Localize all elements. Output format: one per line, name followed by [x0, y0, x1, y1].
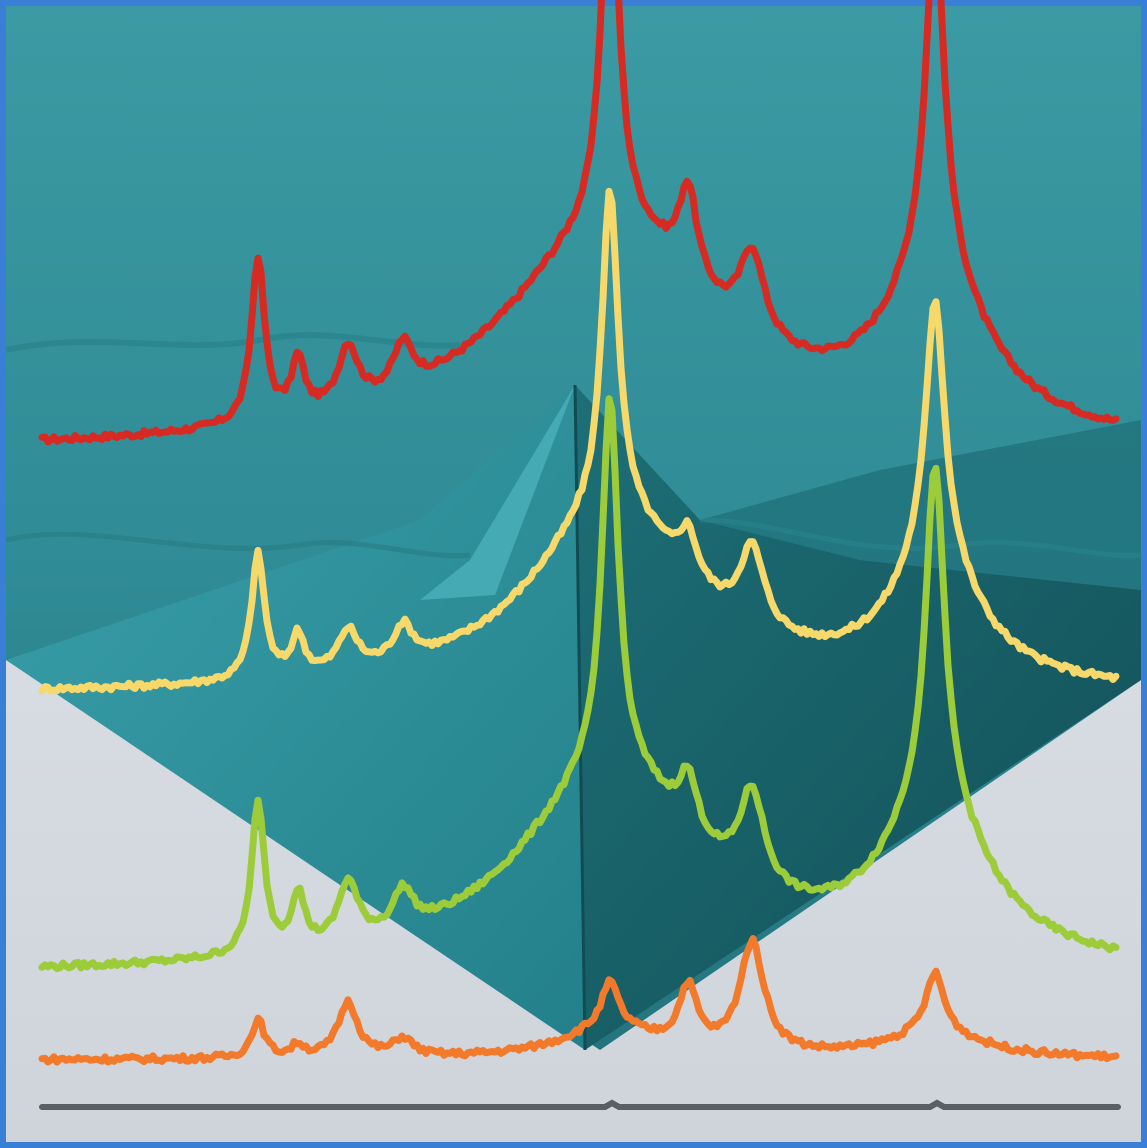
spectrum-trace-red	[38, 0, 1120, 446]
pyramid-tip	[5, 332, 1142, 1051]
spectrum-trace-baseline	[39, 1099, 1121, 1110]
spectrum-trace-orange	[38, 935, 1120, 1066]
spectrum-trace-green	[38, 395, 1120, 973]
spectra-layer	[38, 0, 1121, 1110]
spectrum-trace-yellow	[38, 187, 1120, 695]
